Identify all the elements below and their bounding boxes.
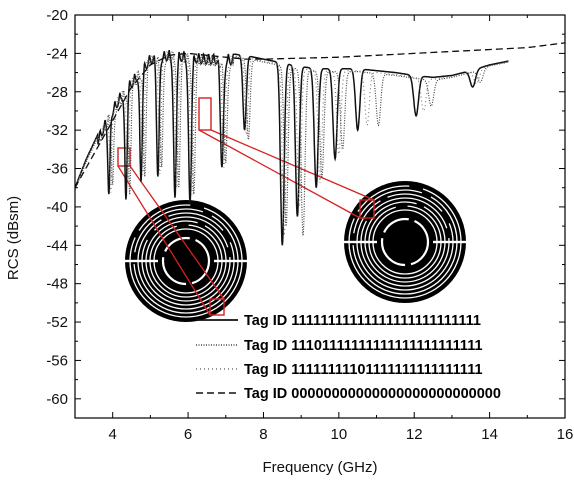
y-tick-label: -60 (46, 391, 68, 408)
legend-label-3: Tag ID 11111111101111111111111111 (244, 362, 483, 378)
zoom-connector-left-a (117, 165, 211, 316)
x-tick-label: 6 (184, 426, 192, 443)
y-tick-label: -56 (46, 352, 68, 369)
tag-inset-left (124, 200, 248, 322)
axes-layer: 4 6 8 10 12 14 16 -20 -24 -28 -32 -36 -40 -44 -48 -52 -5… (46, 7, 573, 443)
series-line-2 (74, 52, 509, 236)
y-tick-label: -44 (46, 237, 68, 254)
y-tick-label: -28 (46, 84, 68, 101)
zoom-box-right-source (198, 97, 212, 131)
y-tick-label: -36 (46, 161, 68, 178)
x-tick-label: 16 (557, 426, 574, 443)
zoom-connector-right-a (198, 129, 361, 219)
x-axis-title: Frequency (GHz) (262, 459, 377, 476)
y-tick-label: -40 (46, 199, 68, 216)
plot-frame (74, 14, 566, 419)
inset-layer (117, 97, 467, 322)
zoom-box-right-target (359, 199, 375, 219)
x-tick-label: 14 (481, 426, 498, 443)
x-tick-label: 8 (259, 426, 267, 443)
y-axis-title: RCS (dBsm) (5, 196, 22, 280)
y-tick-label: -48 (46, 276, 68, 293)
x-tick-label: 4 (109, 426, 117, 443)
legend-layer: Tag ID 11111111111111111111111111 Tag ID … (196, 313, 501, 402)
zoom-connector-left-b (129, 165, 225, 300)
y-tick-label: -32 (46, 122, 68, 139)
y-tick-label: -20 (46, 7, 68, 24)
zoom-connector-right-b (210, 129, 375, 201)
y-tick-label: -24 (46, 45, 68, 62)
x-tick-label: 12 (406, 426, 423, 443)
zoom-box-left-target (209, 298, 225, 316)
series-line-3 (74, 51, 509, 236)
legend-label-2: Tag ID 11101111111111111111111111 (244, 338, 483, 354)
series-layer (74, 42, 566, 246)
y-tick-label: -52 (46, 314, 68, 331)
legend-label-1: Tag ID 11111111111111111111111111 (244, 313, 481, 329)
x-tick-label: 10 (331, 426, 348, 443)
legend-label-4: Tag ID 00000000000000000000000000 (244, 386, 501, 402)
